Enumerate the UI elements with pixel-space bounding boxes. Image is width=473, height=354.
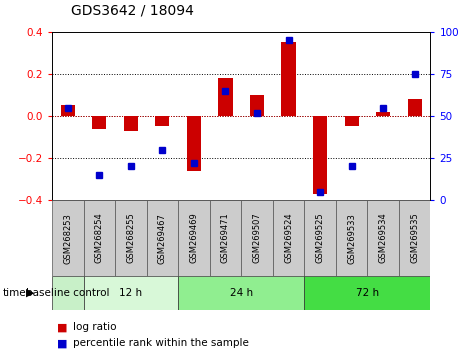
Bar — [250, 95, 264, 116]
Bar — [304, 200, 336, 276]
Text: log ratio: log ratio — [73, 322, 117, 332]
Bar — [281, 42, 296, 116]
Text: GSM269467: GSM269467 — [158, 213, 167, 263]
Text: GSM269471: GSM269471 — [221, 213, 230, 263]
Bar — [61, 105, 75, 116]
Bar — [210, 200, 241, 276]
Text: GSM269533: GSM269533 — [347, 213, 356, 263]
Text: percentile rank within the sample: percentile rank within the sample — [73, 338, 249, 348]
Text: GSM268254: GSM268254 — [95, 213, 104, 263]
Bar — [115, 200, 147, 276]
Text: ▶: ▶ — [26, 288, 35, 298]
Bar — [52, 200, 84, 276]
Bar — [124, 116, 138, 131]
Bar — [408, 99, 422, 116]
Bar — [84, 276, 178, 310]
Bar — [92, 116, 106, 129]
Bar — [368, 200, 399, 276]
Bar — [273, 200, 304, 276]
Text: time: time — [2, 288, 26, 298]
Text: 24 h: 24 h — [230, 288, 253, 298]
Text: GSM269525: GSM269525 — [315, 213, 324, 263]
Text: baseline control: baseline control — [26, 288, 110, 298]
Bar — [344, 116, 359, 126]
Text: GSM269534: GSM269534 — [378, 213, 388, 263]
Bar — [399, 200, 430, 276]
Text: GSM269469: GSM269469 — [189, 213, 199, 263]
Bar — [147, 200, 178, 276]
Bar — [219, 78, 233, 116]
Bar — [187, 116, 201, 171]
Text: GSM269535: GSM269535 — [410, 213, 419, 263]
Text: GSM268253: GSM268253 — [63, 213, 72, 263]
Text: GDS3642 / 18094: GDS3642 / 18094 — [71, 4, 194, 18]
Bar — [376, 112, 390, 116]
Bar — [304, 276, 430, 310]
Bar — [84, 200, 115, 276]
Bar — [52, 276, 84, 310]
Bar — [336, 200, 368, 276]
Text: ■: ■ — [57, 338, 67, 348]
Bar — [313, 116, 327, 194]
Text: 12 h: 12 h — [119, 288, 142, 298]
Bar — [178, 276, 304, 310]
Text: GSM269507: GSM269507 — [253, 213, 262, 263]
Text: ■: ■ — [57, 322, 67, 332]
Bar — [241, 200, 273, 276]
Bar — [178, 200, 210, 276]
Text: GSM269524: GSM269524 — [284, 213, 293, 263]
Bar — [155, 116, 169, 126]
Text: GSM268255: GSM268255 — [126, 213, 135, 263]
Text: 72 h: 72 h — [356, 288, 379, 298]
